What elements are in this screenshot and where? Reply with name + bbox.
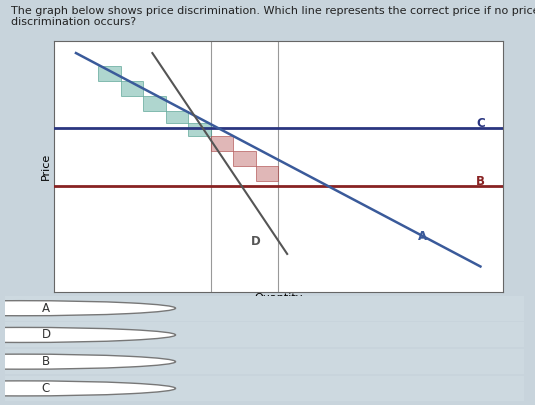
Bar bbox=[233, 151, 256, 166]
Text: C: C bbox=[476, 117, 485, 130]
Text: B: B bbox=[42, 355, 50, 368]
Text: The graph below shows price discrimination. Which line represents the correct pr: The graph below shows price discriminati… bbox=[11, 6, 535, 16]
Text: C: C bbox=[42, 382, 50, 395]
Text: B: B bbox=[476, 175, 485, 188]
Text: D: D bbox=[251, 235, 261, 248]
X-axis label: Quantity: Quantity bbox=[254, 293, 302, 303]
Text: discrimination occurs?: discrimination occurs? bbox=[11, 17, 136, 27]
Circle shape bbox=[0, 381, 175, 396]
Text: A: A bbox=[417, 230, 426, 243]
Bar bbox=[188, 124, 211, 136]
Circle shape bbox=[0, 301, 175, 316]
Bar bbox=[121, 81, 143, 96]
Bar bbox=[211, 136, 233, 151]
Bar bbox=[143, 96, 166, 111]
Bar bbox=[98, 66, 121, 81]
Circle shape bbox=[0, 354, 175, 369]
Text: D: D bbox=[42, 328, 51, 341]
Bar bbox=[256, 166, 278, 181]
Circle shape bbox=[0, 327, 175, 343]
Text: A: A bbox=[42, 302, 50, 315]
Y-axis label: Price: Price bbox=[41, 152, 51, 180]
Bar bbox=[166, 111, 188, 124]
